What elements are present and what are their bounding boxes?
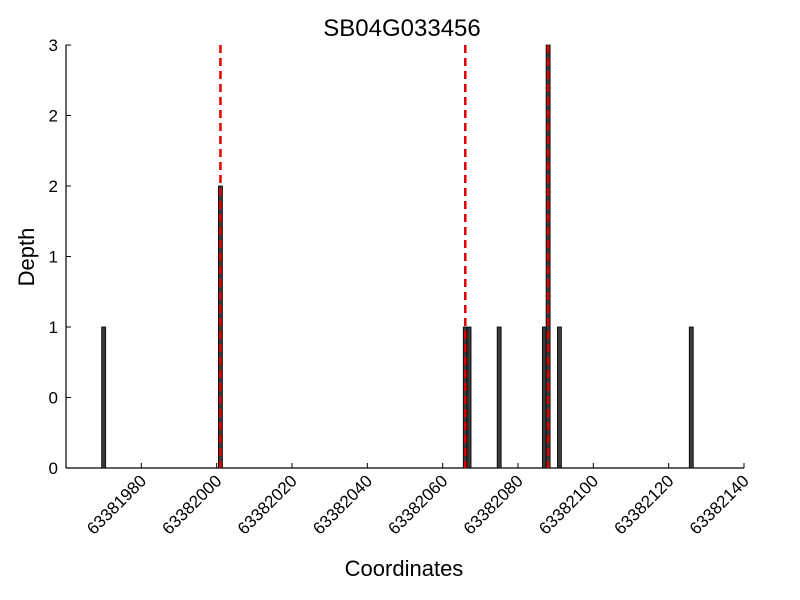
depth-bar xyxy=(466,326,472,469)
x-tick-label: 63382000 xyxy=(159,471,226,538)
depth-bar xyxy=(101,326,107,469)
y-tick-label: 1 xyxy=(49,248,58,267)
depth-bar xyxy=(557,326,562,469)
depth-bar xyxy=(496,326,502,469)
y-axis-label: Depth xyxy=(14,228,39,287)
x-tick-label: 63382060 xyxy=(385,471,452,538)
x-tick-label: 63382100 xyxy=(535,471,602,538)
y-tick-label: 0 xyxy=(49,459,58,478)
chart-title: SB04G033456 xyxy=(323,15,480,42)
x-tick-label: 63382040 xyxy=(309,471,376,538)
y-tick-label: 2 xyxy=(49,107,58,126)
x-tick-label: 63382140 xyxy=(686,471,753,538)
x-tick-label: 63382080 xyxy=(460,471,527,538)
y-tick-label: 1 xyxy=(49,318,58,337)
x-tick-label: 63381980 xyxy=(83,471,150,538)
y-tick-label: 3 xyxy=(49,36,58,55)
y-tick-label: 0 xyxy=(49,389,58,408)
x-tick-label: 63382120 xyxy=(611,471,678,538)
depth-bar xyxy=(688,326,694,469)
x-axis-label: Coordinates xyxy=(345,556,464,581)
y-tick-label: 2 xyxy=(49,177,58,196)
x-tick-label: 63382020 xyxy=(234,471,301,538)
